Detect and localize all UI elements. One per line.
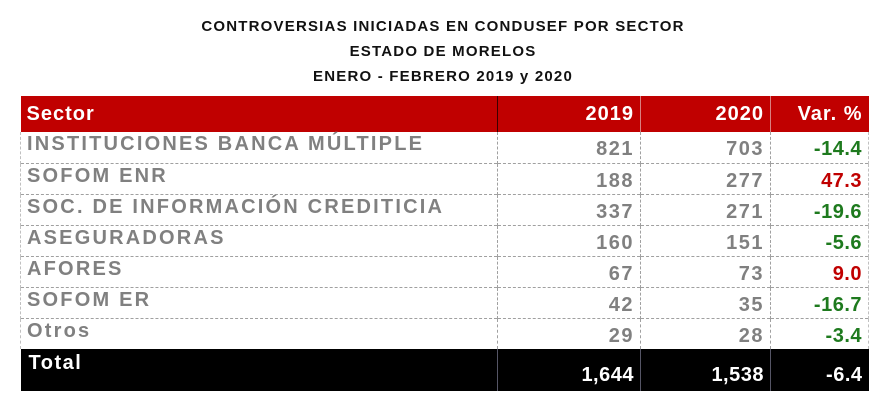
value-2020-cell: 151: [640, 224, 771, 256]
sector-cell: SOFOM ER: [20, 286, 498, 318]
table-row: ASEGURADORAS 160 151 -5.6: [20, 224, 869, 256]
sector-cell: SOC. DE INFORMACIÓN CREDITICIA: [20, 193, 498, 225]
header-2019: 2019: [497, 96, 641, 132]
report-title-block: CONTROVERSIAS INICIADAS EN CONDUSEF POR …: [0, 14, 876, 89]
value-2020-cell: 271: [640, 193, 771, 225]
header-sector: Sector: [26, 102, 95, 125]
variation-cell: 9.0: [770, 255, 869, 287]
table-row: SOC. DE INFORMACIÓN CREDITICIA 337 271 -…: [20, 193, 869, 225]
report-subtitle-period: ENERO - FEBRERO 2019 y 2020: [313, 68, 573, 85]
value-2019-cell: 821: [497, 132, 641, 163]
report-title: CONTROVERSIAS INICIADAS EN CONDUSEF POR …: [201, 18, 685, 35]
table-row: INSTITUCIONES BANCA MÚLTIPLE 821 703 -14…: [20, 132, 869, 163]
value-2020-cell: 35: [640, 286, 771, 318]
sector-cell: SOFOM ENR: [20, 162, 498, 194]
value-2019-cell: 67: [497, 255, 641, 287]
report-subtitle-state: ESTADO DE MORELOS: [349, 43, 537, 60]
total-var-percent: -6.4: [770, 349, 869, 391]
value-2019-cell: 337: [497, 193, 641, 225]
value-2020-cell: 277: [640, 162, 771, 194]
variation-cell: -16.7: [770, 286, 869, 318]
table-row: SOFOM ENR 188 277 47.3: [20, 162, 869, 194]
value-2020-cell: 703: [640, 132, 771, 163]
value-2019-cell: 42: [497, 286, 641, 318]
sector-cell: ASEGURADORAS: [20, 224, 498, 256]
value-2019-cell: 29: [497, 317, 641, 349]
controversies-table: Sector 2019 2020 Var. % INSTITUCIONES BA…: [20, 96, 869, 391]
variation-cell: -14.4: [770, 132, 869, 163]
table-row: Otros 29 28 -3.4: [20, 317, 869, 349]
table-row: AFORES 67 73 9.0: [20, 255, 869, 287]
variation-cell: -5.6: [770, 224, 869, 256]
sector-cell: Otros: [20, 317, 498, 349]
variation-cell: -3.4: [770, 317, 869, 349]
value-2020-cell: 28: [640, 317, 771, 349]
total-label: Total: [28, 352, 83, 374]
variation-cell: 47.3: [770, 162, 869, 194]
sector-cell: INSTITUCIONES BANCA MÚLTIPLE: [20, 132, 498, 163]
sector-cell: AFORES: [20, 255, 498, 287]
header-var-percent: Var. %: [770, 96, 869, 132]
variation-cell: -19.6: [770, 193, 869, 225]
total-row: Total 1,644 1,538 -6.4: [20, 349, 869, 391]
header-2020: 2020: [640, 96, 771, 132]
total-2020: 1,538: [640, 349, 771, 391]
value-2019-cell: 160: [497, 224, 641, 256]
table-row: SOFOM ER 42 35 -16.7: [20, 286, 869, 318]
table-header-row: Sector 2019 2020 Var. %: [20, 96, 869, 132]
total-2019: 1,644: [497, 349, 641, 391]
value-2019-cell: 188: [497, 162, 641, 194]
value-2020-cell: 73: [640, 255, 771, 287]
